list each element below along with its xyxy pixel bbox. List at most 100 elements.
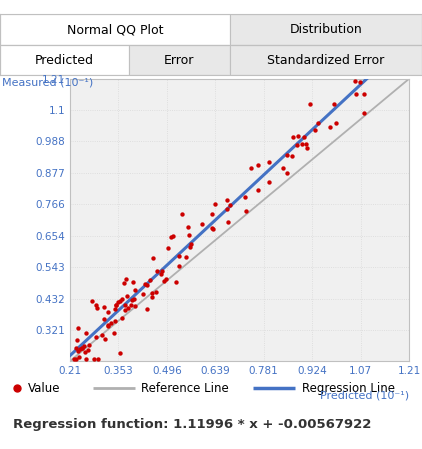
Point — [170, 233, 176, 240]
Point — [157, 270, 164, 277]
Point — [121, 279, 128, 286]
Point — [143, 306, 150, 313]
Point — [243, 207, 250, 215]
Point — [129, 296, 135, 304]
Point — [83, 355, 89, 362]
Point — [185, 231, 192, 238]
Point — [209, 226, 216, 233]
Point — [362, 72, 369, 79]
Point — [139, 291, 146, 298]
Point — [110, 330, 117, 337]
Point — [314, 119, 321, 127]
Point — [149, 290, 155, 297]
Point — [146, 276, 153, 283]
Point — [327, 123, 333, 131]
Point — [208, 211, 215, 218]
Point — [294, 132, 301, 139]
Point — [303, 145, 310, 152]
Point — [90, 355, 97, 362]
Point — [71, 355, 78, 362]
Text: Predicted: Predicted — [35, 54, 94, 66]
Bar — [0, 14, 230, 45]
Point — [123, 276, 130, 283]
Point — [113, 301, 119, 308]
Point — [142, 280, 149, 287]
Point — [130, 279, 137, 286]
Point — [209, 224, 216, 231]
Point — [118, 315, 125, 322]
Point — [101, 336, 108, 343]
Point — [74, 348, 81, 355]
Text: Predicted (10⁻¹): Predicted (10⁻¹) — [320, 391, 409, 401]
Point — [144, 282, 151, 289]
Point — [93, 302, 100, 309]
Point — [356, 79, 363, 86]
Point — [76, 353, 83, 361]
Point — [370, 72, 376, 79]
Point — [112, 317, 119, 325]
Point — [212, 200, 219, 207]
Point — [289, 153, 296, 160]
Point — [89, 297, 96, 304]
Point — [86, 341, 93, 348]
Point — [73, 355, 79, 362]
Point — [254, 162, 261, 169]
Point — [289, 133, 296, 141]
Point — [104, 321, 111, 329]
Point — [161, 277, 168, 284]
Point — [101, 315, 108, 322]
Bar — [0, 45, 129, 75]
Point — [73, 345, 80, 352]
Point — [94, 305, 101, 312]
Point — [100, 303, 107, 310]
Bar — [230, 45, 422, 75]
Point — [306, 101, 313, 108]
Point — [159, 267, 165, 274]
Point — [82, 329, 89, 336]
Point — [185, 224, 192, 231]
Text: Error: Error — [164, 54, 195, 66]
Text: Value: Value — [27, 382, 60, 395]
Point — [265, 158, 272, 165]
Text: Standardized Error: Standardized Error — [268, 54, 384, 66]
Point — [105, 323, 111, 330]
Point — [105, 308, 112, 316]
Point — [92, 333, 99, 340]
Point — [82, 348, 89, 356]
Point — [225, 219, 232, 226]
Point — [301, 133, 308, 140]
Point — [179, 211, 186, 218]
Point — [73, 336, 80, 343]
Point — [283, 170, 290, 177]
Point — [254, 187, 261, 194]
Point — [113, 302, 119, 309]
Point — [265, 179, 272, 186]
Point — [280, 164, 287, 172]
Point — [330, 100, 337, 107]
Point — [124, 304, 131, 311]
Point — [119, 295, 125, 303]
Point — [187, 243, 194, 251]
Point — [153, 288, 160, 295]
Point — [163, 276, 170, 283]
Point — [116, 298, 123, 305]
Point — [360, 110, 367, 117]
Point — [95, 355, 102, 362]
Point — [154, 267, 160, 274]
Text: Regression function: 1.11996 * x + -0.00567922: Regression function: 1.11996 * x + -0.00… — [13, 418, 371, 431]
Point — [363, 72, 370, 79]
Point — [364, 72, 371, 79]
Text: Regression Line: Regression Line — [302, 382, 395, 395]
Point — [79, 344, 86, 352]
Point — [123, 292, 130, 299]
Point — [333, 120, 339, 127]
Point — [302, 140, 309, 147]
Point — [81, 342, 88, 349]
Point — [111, 306, 118, 313]
Point — [188, 241, 195, 248]
Point — [168, 233, 174, 241]
Point — [165, 245, 172, 252]
Point — [182, 254, 189, 261]
Point — [293, 141, 300, 148]
Point — [352, 78, 359, 85]
